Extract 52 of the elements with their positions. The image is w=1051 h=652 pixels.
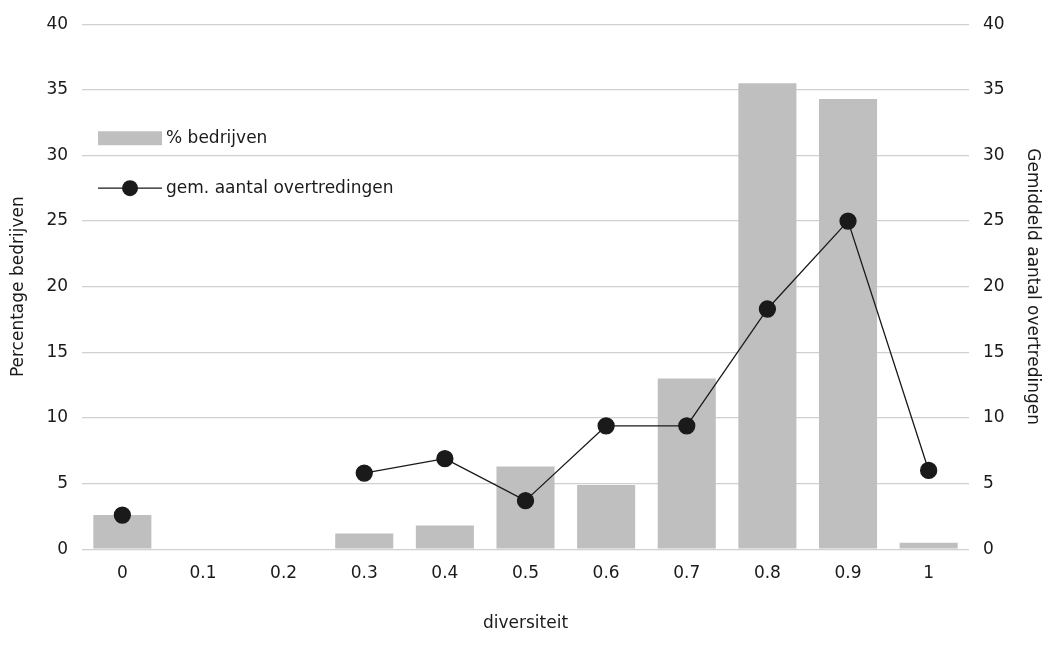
- y2-tick-label: 20: [982, 275, 1005, 296]
- point: [436, 449, 454, 468]
- x-tick-label: 1: [923, 561, 935, 582]
- y-tick-label: 20: [46, 275, 69, 296]
- x-tick-label: 0.7: [673, 561, 701, 582]
- x-tick-label: 0.6: [592, 561, 620, 582]
- y-tick-label: 0: [57, 537, 69, 558]
- x-tick-label: 0.8: [753, 561, 781, 582]
- x-tick-label: 0.5: [511, 561, 540, 582]
- y-tick-label: 25: [46, 209, 69, 230]
- x-tick-label: 0: [116, 561, 128, 582]
- x-tick-label: 0.2: [270, 561, 298, 582]
- bar: [415, 525, 474, 549]
- y-tick-label: 10: [46, 406, 69, 427]
- bar: [93, 515, 152, 549]
- x-axis-title: diversiteit: [482, 612, 569, 633]
- point: [516, 491, 535, 510]
- y-tick-label: 40: [46, 12, 69, 33]
- y-tick-label: 30: [46, 143, 69, 164]
- x-tick-label: 0.4: [431, 561, 459, 582]
- bar: [657, 378, 716, 549]
- y2-tick-label: 10: [982, 406, 1005, 427]
- y2-axis-title: Gemiddeld aantal overtredingen: [1024, 148, 1045, 426]
- bar: [738, 83, 797, 549]
- point: [355, 464, 373, 482]
- y2-tick-label: 25: [982, 209, 1005, 230]
- bar: [819, 99, 878, 549]
- x-tick-label: 0.3: [350, 561, 378, 582]
- point: [113, 506, 131, 524]
- x-tick-label: 0.9: [834, 561, 862, 582]
- bar: [577, 484, 636, 549]
- legend-label: gem. aantal overtredingen: [166, 176, 394, 197]
- point: [920, 461, 938, 480]
- y-tick-label: 35: [46, 78, 69, 99]
- y-tick-label: 15: [46, 340, 69, 361]
- y-axis-title: Percentage bedrijven: [6, 196, 27, 378]
- point: [678, 417, 696, 435]
- y-tick-label: 5: [57, 472, 69, 492]
- legend-label: % bedrijven: [166, 126, 268, 147]
- y2-tick-label: 35: [982, 78, 1005, 99]
- y2-tick-label: 0: [982, 537, 994, 558]
- point: [839, 212, 857, 230]
- x-tick-label: 0.1: [189, 561, 217, 582]
- y2-tick-label: 5: [982, 472, 994, 492]
- bar: [496, 466, 555, 549]
- point: [597, 417, 615, 435]
- y2-tick-label: 15: [982, 340, 1005, 361]
- y2-tick-label: 30: [982, 143, 1005, 164]
- y2-tick-label: 40: [982, 12, 1005, 33]
- point: [758, 300, 777, 318]
- bar: [899, 542, 958, 549]
- bar: [335, 533, 394, 549]
